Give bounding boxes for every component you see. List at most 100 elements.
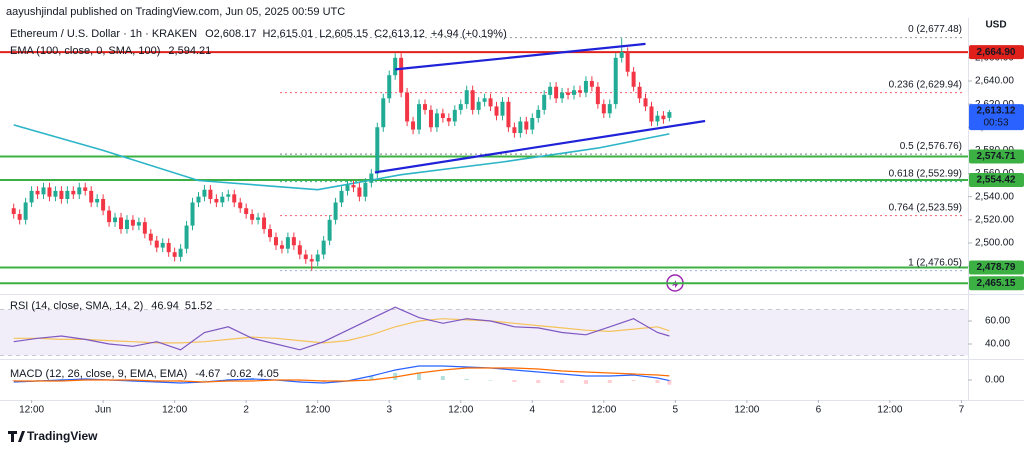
- candle-body: [244, 208, 249, 215]
- rsi-legend-value: 46.94: [151, 300, 179, 312]
- ema-legend: EMA (100, close, 0, SMA, 100): [10, 45, 160, 57]
- y-tick-label: 0.00: [985, 375, 1005, 386]
- candle-body: [417, 104, 422, 130]
- candle-body: [178, 248, 183, 257]
- x-tick-label: 12:00: [162, 405, 187, 416]
- ohlc-high: H2,615.01: [262, 28, 313, 40]
- candle-body: [172, 252, 177, 257]
- candle-body: [226, 194, 231, 197]
- candle-body: [29, 190, 34, 203]
- ohlc-close: C2,613.12: [374, 28, 425, 40]
- macd-histogram-bar: [417, 373, 422, 380]
- y-tick-label: 2,640.00: [975, 76, 1014, 87]
- candle-body: [285, 237, 290, 249]
- candle-body: [297, 245, 302, 255]
- y-tick-label: 2,520.00: [975, 214, 1014, 225]
- candle-body: [619, 52, 624, 58]
- x-tick-label: 12:00: [448, 405, 473, 416]
- candle-body: [411, 121, 416, 130]
- rsi-band: [0, 309, 968, 356]
- candle-body: [256, 217, 261, 220]
- rsi-line: [13, 318, 670, 344]
- candle-body: [542, 94, 547, 110]
- candle-body: [530, 117, 535, 130]
- candle-body: [667, 112, 672, 118]
- macd-histogram-bar: [667, 380, 672, 385]
- macd-histogram-bar: [631, 380, 636, 381]
- last-price-text: 2,613.12: [977, 106, 1016, 117]
- candle-body: [327, 219, 332, 241]
- fib-label: 0.618 (2,552.99): [889, 168, 962, 179]
- candle-body: [506, 101, 511, 128]
- x-tick-label: 12:00: [877, 405, 902, 416]
- candle-body: [202, 189, 207, 197]
- price-label-text: 2,574.71: [977, 151, 1016, 162]
- candle-body: [41, 187, 46, 195]
- candle-body: [631, 71, 636, 87]
- candle-body: [220, 196, 225, 203]
- candle-body: [130, 219, 135, 226]
- candle-body: [77, 187, 82, 195]
- rsi-legend: RSI (14, close, SMA, 14, 2): [10, 300, 143, 312]
- rsi-line: [13, 306, 670, 351]
- candle-body: [107, 210, 112, 223]
- fib-label: 1 (2,476.05): [908, 257, 962, 268]
- price-label: [969, 45, 1024, 60]
- logo-text: TradingView: [27, 429, 98, 443]
- candle-body: [369, 173, 374, 183]
- candle-body: [494, 106, 499, 116]
- candle-body: [238, 202, 243, 209]
- candle-body: [643, 98, 648, 107]
- candle-body: [273, 237, 278, 246]
- candle-body: [59, 190, 64, 199]
- candle-body: [583, 80, 588, 93]
- candle-body: [214, 198, 219, 203]
- candle-body: [512, 127, 517, 134]
- candle-body: [119, 217, 123, 230]
- candle-body: [321, 240, 326, 255]
- candle-body: [17, 214, 22, 220]
- price-label: [969, 149, 1024, 164]
- macd-histogram-bar: [202, 380, 207, 381]
- candle-body: [464, 90, 469, 105]
- y-tick-label: 40.00: [985, 339, 1010, 350]
- candle-body: [601, 104, 606, 114]
- candle-body: [363, 182, 368, 197]
- candle-body: [309, 259, 314, 262]
- candle-body: [476, 101, 481, 110]
- candle-body: [35, 190, 40, 195]
- candle-body: [136, 222, 141, 226]
- candle-body: [95, 198, 100, 203]
- candle-body: [500, 101, 505, 116]
- fib-label: 0.236 (2,629.94): [889, 79, 962, 90]
- macd-line: [13, 367, 670, 383]
- candle-body: [47, 187, 52, 197]
- candle-body: [345, 185, 350, 191]
- candle-body: [554, 86, 559, 99]
- candle-body: [250, 214, 255, 220]
- macd-histogram-bar: [560, 380, 565, 383]
- candle-body: [524, 121, 529, 130]
- candle-body: [440, 113, 445, 118]
- candle-body: [607, 104, 612, 114]
- candle-body: [566, 92, 571, 95]
- candle-body: [160, 242, 165, 248]
- candle-body: [422, 104, 427, 110]
- logo: TradingView: [8, 429, 98, 443]
- candle-body: [303, 254, 308, 260]
- macd-histogram-bar: [297, 380, 302, 382]
- candle-body: [393, 57, 398, 76]
- trendline: [374, 119, 706, 174]
- candle-body: [279, 245, 284, 249]
- currency-label: USD: [985, 20, 1006, 31]
- macd-histogram-bar: [35, 380, 40, 381]
- candle-body: [458, 104, 463, 110]
- fib-label: 0 (2,677.48): [908, 24, 962, 35]
- candle-body: [589, 80, 594, 87]
- fib-label: 0.5 (2,576.76): [900, 141, 962, 152]
- logo-mark: [8, 431, 25, 442]
- candle-body: [637, 86, 642, 99]
- candle-body: [381, 98, 386, 128]
- x-tick-label: 12:00: [734, 405, 759, 416]
